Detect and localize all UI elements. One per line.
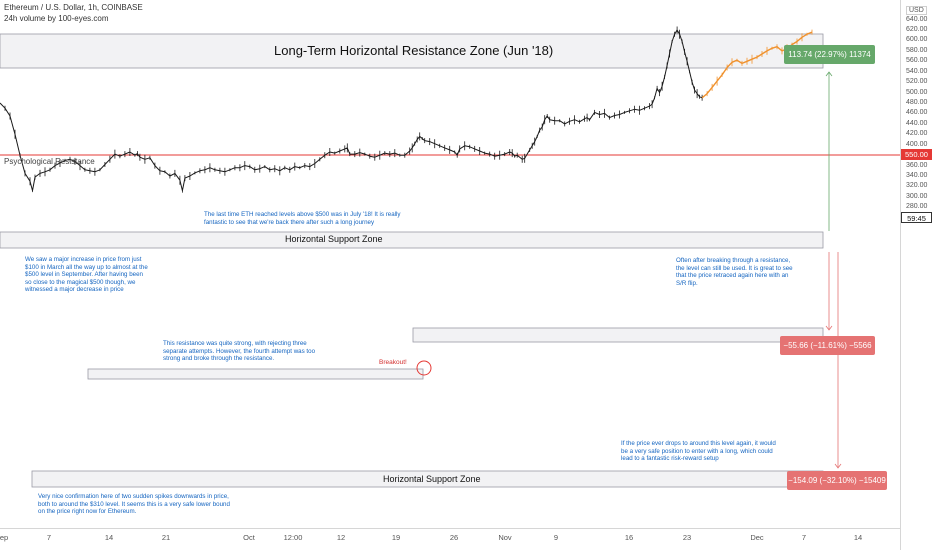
note-mid: This resistance was quite strong, with r… (163, 340, 316, 363)
note-risk: If the price ever drops to around this l… (621, 440, 776, 463)
time-tick-label: 14 (853, 533, 863, 542)
price-tick-label: 460.00 (906, 109, 928, 117)
time-tick-label: ep (0, 533, 9, 542)
support-zone-upper-label: Horizontal Support Zone (285, 234, 383, 244)
breakout-resistance-zone (87, 368, 424, 380)
chart-title: Ethereum / U.S. Dollar, 1h, COINBASE (4, 3, 143, 12)
volume-indicator-label[interactable]: 24h volume by 100-eyes.com (4, 14, 109, 23)
measure-down-low-label[interactable]: −154.09 (−32.10%) −15409 (787, 471, 887, 490)
measure-down-low-arrow (834, 252, 842, 469)
price-tick-label: 500.00 (906, 88, 928, 96)
note-retrace: Often after breaking through a resistanc… (676, 257, 793, 287)
price-axis[interactable] (900, 0, 932, 550)
price-tick-label: 480.00 (906, 99, 928, 106)
support-zone-upper (0, 231, 824, 249)
sr-flip-zone (412, 327, 824, 343)
time-axis[interactable] (0, 528, 900, 551)
measure-down-mid-label[interactable]: −55.66 (−11.61%) −5566 (780, 336, 875, 355)
price-tick-label: 600.00 (906, 36, 928, 44)
price-tick-label: 560.00 (906, 57, 928, 65)
price-tick-label: 320.00 (906, 182, 928, 190)
note-bottom: Very nice confirmation here of two sudde… (38, 493, 230, 516)
price-tick-label: 420.00 (906, 130, 928, 138)
note-left: We saw a major increase in price from ju… (25, 256, 148, 294)
time-tick-label: Oct (243, 533, 255, 542)
time-tick-label: Dec (750, 533, 764, 542)
breakout-marker-icon (416, 360, 432, 376)
time-tick-label: 21 (161, 533, 171, 542)
lt-resistance-zone-title: Long-Term Horizontal Resistance Zone (Ju… (274, 43, 554, 58)
chart-header: Ethereum / U.S. Dollar, 1h, COINBASE 24h… (4, 2, 143, 24)
time-tick-label: 26 (449, 533, 459, 542)
breakout-label: Breakout! (379, 359, 407, 366)
price-tick-label: 440.00 (906, 119, 928, 127)
measure-down-mid-arrow (825, 252, 833, 331)
time-tick-label: 19 (391, 533, 401, 542)
price-chart[interactable] (0, 0, 900, 528)
price-tick-label: 620.00 (906, 26, 928, 33)
price-series-layer (0, 26, 813, 193)
measure-up-arrow (825, 71, 833, 231)
price-tick-label: 400.00 (906, 140, 928, 148)
time-tick-label: 7 (801, 533, 807, 542)
time-tick-label: 7 (46, 533, 52, 542)
time-tick-label: 12 (336, 533, 346, 542)
time-tick-label: 16 (624, 533, 634, 542)
current-price-tag: 59:45 (901, 212, 932, 223)
currency-label[interactable]: USD (906, 6, 927, 15)
lt-resistance-zone (0, 33, 824, 69)
psych-price-tag: 550.00 (901, 149, 932, 160)
price-tick-label: 540.00 (906, 67, 928, 75)
time-tick-label: 14 (104, 533, 114, 542)
price-tick-label: 640.00 (906, 15, 928, 23)
time-tick-label: Nov (498, 533, 512, 542)
support-zone-lower-label: Horizontal Support Zone (383, 474, 481, 484)
price-tick-label: 300.00 (906, 192, 928, 200)
price-tick-label: 360.00 (906, 161, 928, 169)
note-top: The last time ETH reached levels above $… (204, 211, 401, 226)
price-tick-label: 580.00 (906, 46, 928, 54)
price-tick-label: 520.00 (906, 78, 928, 86)
price-tick-label: 340.00 (906, 172, 928, 180)
psychological-resistance-label: Psychological Resistance (4, 157, 95, 166)
price-tick-label: 280.00 (906, 203, 928, 211)
time-tick-label: 12:00 (283, 533, 303, 542)
time-tick-label: 23 (682, 533, 692, 542)
time-tick-label: 9 (553, 533, 559, 542)
measure-up-label[interactable]: 113.74 (22.97%) 11374 (784, 45, 875, 64)
